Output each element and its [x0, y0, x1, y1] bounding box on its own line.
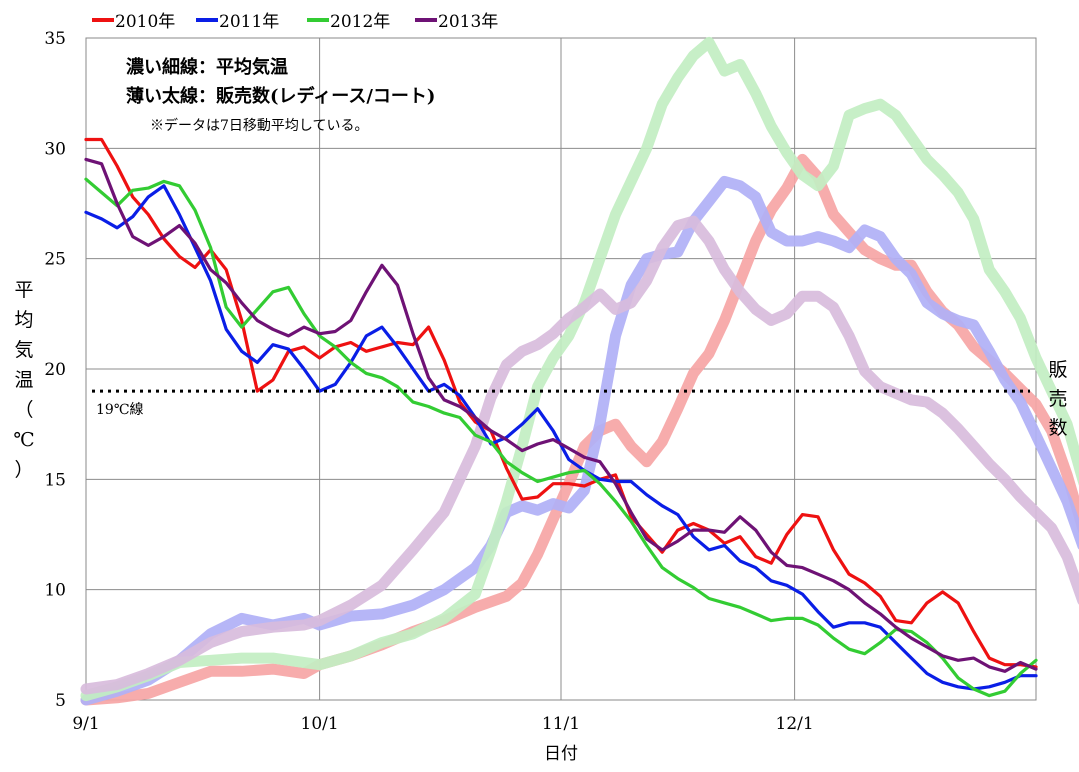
- reference-line-label: 19℃線: [96, 402, 143, 418]
- sales-line-2012年: [80, 36, 1079, 702]
- y-tick-label: 5: [55, 691, 66, 711]
- legend: 2010年 2011年 2012年 2013年: [92, 12, 498, 32]
- note-line-2: 薄い太線：販売数(レディース/コート): [126, 85, 435, 107]
- y-tick-label: 15: [44, 470, 66, 490]
- x-tick-label: 9/1: [72, 714, 99, 734]
- y-tick-label: 35: [44, 29, 66, 49]
- y-tick-label: 25: [44, 250, 66, 270]
- y-tick-label: 30: [44, 139, 66, 159]
- note-line-1: 濃い細線：平均気温: [126, 56, 288, 78]
- y-tick-label: 20: [44, 360, 66, 380]
- temperature-series-group: [84, 137, 1038, 698]
- temp-line-2010年: [84, 137, 1038, 669]
- y-axis-label: 平均気温（℃）: [13, 279, 34, 481]
- x-axis-ticks: 9/1 10/1 11/1 12/1: [72, 714, 813, 734]
- note-line-3: ※データは7日移動平均している。: [150, 117, 369, 134]
- legend-label: 2012年: [330, 12, 390, 32]
- temp-line-2012年: [84, 177, 1038, 698]
- legend-label: 2010年: [115, 12, 175, 32]
- x-axis-label: 日付: [544, 744, 578, 764]
- sales-line-2011年: [80, 175, 1079, 706]
- x-tick-label: 12/1: [776, 714, 814, 734]
- legend-label: 2011年: [219, 12, 279, 32]
- sales-series-group: [80, 36, 1079, 706]
- x-tick-label: 10/1: [301, 714, 339, 734]
- y2-axis-label: 販売数: [1048, 359, 1067, 439]
- y-tick-label: 10: [44, 581, 66, 601]
- temp-line-2013年: [84, 157, 1038, 673]
- y-axis-ticks: 5 10 15 20 25 30 35: [44, 29, 66, 711]
- sales-line-2013年: [80, 215, 1079, 695]
- legend-label: 2013年: [438, 12, 498, 32]
- x-tick-label: 11/1: [542, 714, 580, 734]
